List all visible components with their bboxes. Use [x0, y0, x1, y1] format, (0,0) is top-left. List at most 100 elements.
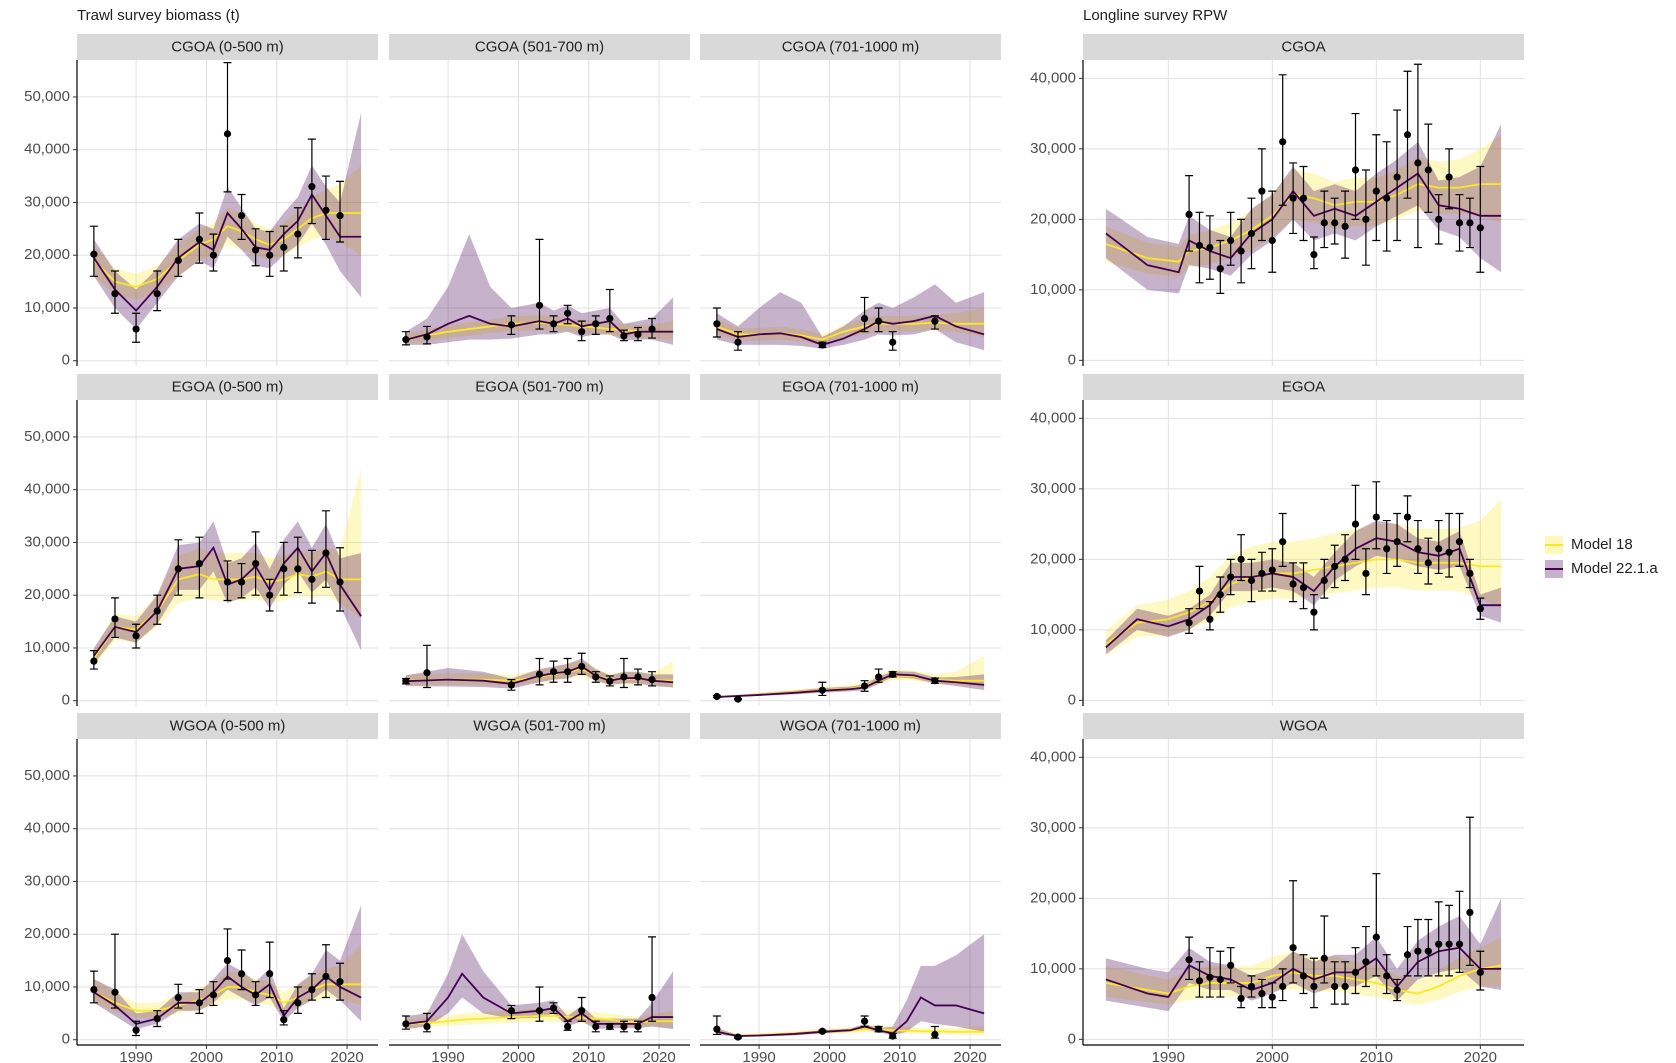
panel-title: CGOA (501-700 m) — [475, 38, 604, 55]
error-bar — [237, 949, 246, 991]
observation-point — [1341, 982, 1349, 991]
observation-point — [713, 692, 721, 701]
x-tick-label: 2000 — [190, 1049, 223, 1063]
observation-point — [1455, 538, 1464, 546]
observation-point — [1466, 569, 1474, 578]
observation-point — [592, 320, 600, 328]
observation-point — [578, 1007, 586, 1015]
x-tick-label: 2000 — [1256, 1049, 1289, 1063]
error-bar — [293, 536, 302, 594]
model-line — [716, 314, 985, 346]
panel-title: EGOA (501-700 m) — [475, 378, 603, 395]
panel-title: WGOA (701-1000 m) — [780, 717, 921, 734]
observation-point — [648, 325, 656, 333]
observation-point — [620, 1022, 628, 1031]
observation-point — [223, 130, 232, 138]
y-tick-label: 0 — [1068, 351, 1076, 368]
error-bar — [1299, 165, 1308, 242]
observation-point — [1445, 940, 1453, 948]
observation-point — [1424, 559, 1432, 567]
observation-point — [860, 314, 869, 323]
y-tick-label: 40,000 — [1030, 748, 1076, 765]
observation-point — [237, 578, 246, 586]
observation-point — [195, 559, 203, 568]
error-bar — [195, 536, 204, 599]
observation-point — [195, 235, 203, 243]
observation-point — [237, 970, 246, 978]
observation-point — [280, 1016, 288, 1024]
observation-point — [1362, 958, 1370, 966]
observation-point — [1435, 545, 1443, 553]
observation-point — [1216, 590, 1224, 599]
observation-point — [1476, 224, 1484, 232]
observation-point — [1289, 580, 1297, 588]
error-bar — [307, 138, 316, 225]
observation-point — [1372, 513, 1380, 521]
observation-point — [592, 1022, 600, 1031]
observation-point — [734, 338, 742, 346]
y-tick-label: 10,000 — [24, 978, 70, 995]
observation-point — [648, 993, 656, 1002]
observation-point — [1310, 608, 1318, 616]
observation-point — [1351, 166, 1360, 174]
observation-point — [564, 1022, 572, 1031]
observation-point — [634, 330, 642, 338]
y-tick-label: 40,000 — [24, 820, 70, 837]
observation-point — [132, 632, 140, 640]
observation-point — [402, 1020, 410, 1028]
observation-point — [1331, 219, 1339, 227]
panel-title: CGOA — [1281, 38, 1325, 55]
observation-point — [1466, 908, 1474, 917]
error-bar — [422, 644, 431, 689]
observation-point — [153, 607, 161, 615]
observation-point — [1247, 576, 1256, 585]
observation-point — [1279, 138, 1287, 146]
model-line — [405, 972, 674, 1025]
observation-point — [889, 670, 897, 678]
error-bar — [321, 510, 330, 588]
observation-point — [1383, 545, 1391, 553]
observation-point — [1206, 243, 1214, 252]
y-tick-label: 0 — [1068, 1030, 1076, 1047]
observation-point — [875, 1025, 883, 1033]
observation-point — [549, 1004, 558, 1012]
observation-point — [153, 290, 161, 298]
panel-title: WGOA — [1280, 717, 1328, 734]
observation-point — [1466, 219, 1474, 227]
model-line — [405, 321, 674, 340]
y-tick-label: 40,000 — [24, 481, 70, 498]
y-tick-label: 0 — [1068, 691, 1076, 708]
heading: Trawl survey biomass (t) — [77, 7, 240, 24]
observation-point — [1258, 569, 1266, 578]
observation-point — [734, 1033, 742, 1041]
observation-point — [223, 578, 232, 586]
strip — [77, 374, 378, 400]
panel-title: CGOA (0-500 m) — [171, 38, 284, 55]
observation-point — [1424, 947, 1432, 955]
y-tick-label: 10,000 — [1030, 621, 1076, 638]
error-bar — [336, 180, 345, 243]
observation-point — [634, 1022, 642, 1031]
confidence-band — [93, 165, 362, 301]
observation-point — [423, 1022, 431, 1031]
y-tick-label: 30,000 — [1030, 140, 1076, 157]
observation-point — [1268, 236, 1276, 245]
observation-point — [889, 1032, 897, 1040]
error-bar — [648, 936, 657, 1022]
observation-point — [1414, 159, 1422, 167]
model-line — [405, 1015, 674, 1025]
observation-point — [90, 657, 98, 665]
error-bar — [1372, 873, 1381, 977]
observation-point — [1362, 569, 1370, 578]
y-tick-label: 50,000 — [24, 767, 70, 784]
x-tick-label: 2020 — [1464, 1049, 1497, 1063]
error-bar — [1289, 880, 1298, 984]
observation-point — [1279, 982, 1287, 991]
observation-point — [111, 988, 119, 996]
observation-point — [713, 1025, 721, 1033]
observation-point — [507, 321, 515, 329]
observation-point — [132, 325, 140, 333]
strip — [389, 34, 690, 60]
observation-point — [606, 677, 614, 685]
